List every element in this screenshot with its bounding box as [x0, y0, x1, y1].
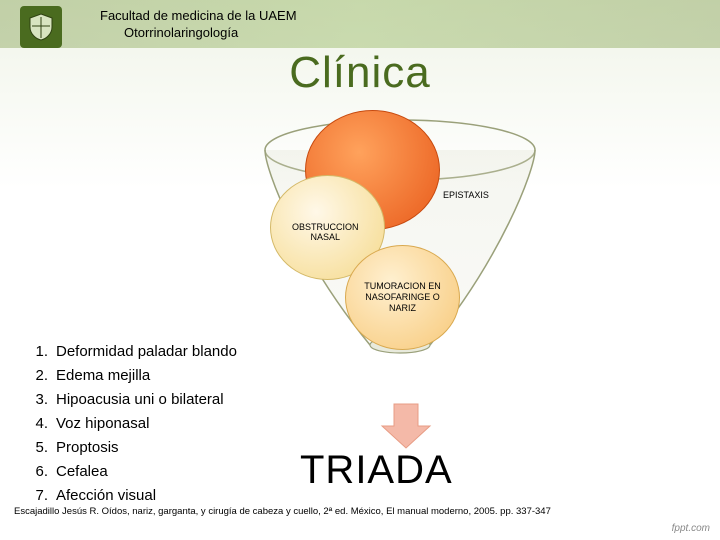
list-item: 2. Edema mejilla	[26, 364, 237, 388]
shield-icon	[26, 12, 56, 42]
list-item: 7. Afección visual	[26, 484, 237, 508]
list-text: Hipoacusia uni o bilateral	[56, 388, 224, 412]
list-item: 1. Deformidad paladar blando	[26, 340, 237, 364]
list-item: 4. Voz hiponasal	[26, 412, 237, 436]
list-text: Voz hiponasal	[56, 412, 149, 436]
header-line1: Facultad de medicina de la UAEM	[100, 8, 297, 25]
list-num: 1.	[26, 340, 48, 364]
list-num: 6.	[26, 460, 48, 484]
circle-label-2: OBSTRUCCIONNASAL	[292, 222, 359, 243]
triada-label: TRIADA	[300, 448, 453, 493]
list-text: Cefalea	[56, 460, 108, 484]
list-text: Edema mejilla	[56, 364, 150, 388]
citation: Escajadillo Jesús R. Oídos, nariz, garga…	[14, 506, 551, 517]
header-text: Facultad de medicina de la UAEM Otorrino…	[100, 8, 297, 42]
header-line2: Otorrinolaringología	[100, 25, 297, 42]
list-text: Proptosis	[56, 436, 119, 460]
arrow-down-icon	[378, 402, 434, 450]
circle-label-3: TUMORACION EN NASOFARINGE O NARIZ	[346, 281, 459, 313]
symptom-list: 1. Deformidad paladar blando 2. Edema meji…	[26, 340, 237, 508]
circle-label-1: EPISTAXIS	[443, 190, 489, 200]
list-num: 4.	[26, 412, 48, 436]
list-text: Afección visual	[56, 484, 156, 508]
list-item: 5. Proptosis	[26, 436, 237, 460]
funnel-circle-tumoracion: TUMORACION EN NASOFARINGE O NARIZ	[345, 245, 460, 350]
list-text: Deformidad paladar blando	[56, 340, 237, 364]
list-num: 2.	[26, 364, 48, 388]
slide: Facultad de medicina de la UAEM Otorrino…	[0, 0, 720, 540]
list-num: 7.	[26, 484, 48, 508]
list-num: 5.	[26, 436, 48, 460]
fppt-watermark: fppt.com	[672, 523, 710, 534]
list-item: 3. Hipoacusia uni o bilateral	[26, 388, 237, 412]
list-num: 3.	[26, 388, 48, 412]
page-title: Clínica	[0, 48, 720, 98]
list-item: 6. Cefalea	[26, 460, 237, 484]
logo	[20, 6, 62, 48]
funnel-diagram: TUMORACION EN NASOFARINGE O NARIZ EPISTA…	[260, 110, 540, 380]
